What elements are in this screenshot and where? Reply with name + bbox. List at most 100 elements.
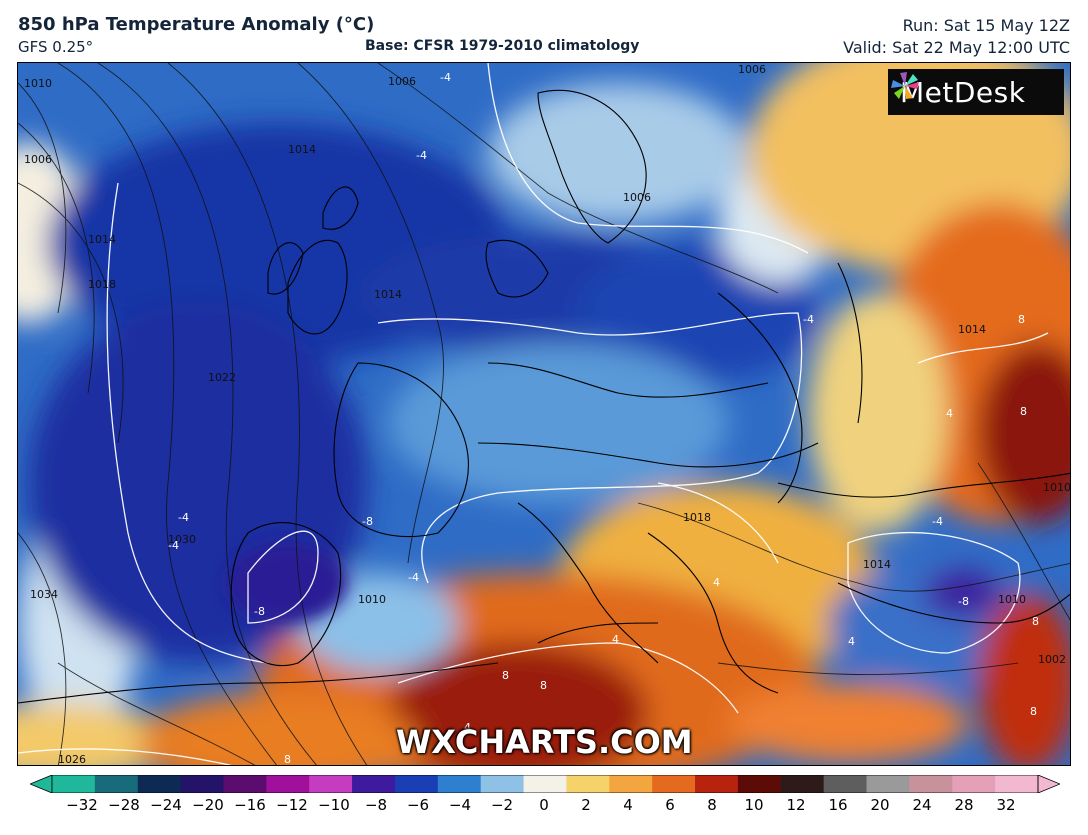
colorbar-swatch bbox=[737, 775, 782, 793]
anomaly-contours bbox=[18, 63, 1049, 765]
anomaly-label: -8 bbox=[362, 515, 373, 528]
isobar-label: 1010 bbox=[24, 77, 52, 90]
isobar-label: 1014 bbox=[958, 323, 986, 336]
colorbar-tick-label: −10 bbox=[318, 796, 350, 814]
colorbar-tick-label: 10 bbox=[744, 796, 764, 814]
climatology-base-label: Base: CFSR 1979-2010 climatology bbox=[365, 38, 640, 54]
isobar-label: 1010 bbox=[1043, 481, 1071, 494]
colorbar-swatch bbox=[480, 775, 525, 793]
colorbar-tick-label: −6 bbox=[406, 796, 430, 814]
colorbar bbox=[30, 775, 1060, 793]
isobar-label: 1006 bbox=[623, 191, 651, 204]
model-label: GFS 0.25° bbox=[18, 38, 94, 56]
isobar-label: 1014 bbox=[288, 143, 316, 156]
anomaly-label: -8 bbox=[254, 605, 265, 618]
colorbar-swatch bbox=[995, 775, 1039, 793]
run-time-label: Run: Sat 15 May 12Z bbox=[902, 16, 1070, 35]
colorbar-swatch bbox=[394, 775, 439, 793]
colorbar-tick-label: −2 bbox=[490, 796, 514, 814]
isobars bbox=[18, 63, 1070, 765]
anomaly-label: 4 bbox=[713, 576, 720, 589]
anomaly-label: -4 bbox=[932, 515, 943, 528]
colorbar-tick-label: 0 bbox=[539, 796, 549, 814]
colorbar-tick-label: −4 bbox=[448, 796, 472, 814]
metdesk-logo-text: MetDesk bbox=[900, 75, 1026, 109]
anomaly-label: 4 bbox=[464, 721, 471, 734]
anomaly-label: 4 bbox=[946, 407, 953, 420]
anomaly-label: -4 bbox=[408, 571, 419, 584]
colorbar-tick-label: −16 bbox=[234, 796, 266, 814]
colorbar-tick-label: −28 bbox=[108, 796, 140, 814]
valid-time-label: Valid: Sat 22 May 12:00 UTC bbox=[843, 38, 1070, 57]
isobar-label: 1026 bbox=[58, 753, 86, 766]
chart-title: 850 hPa Temperature Anomaly (°C) bbox=[18, 14, 375, 35]
colorbar-swatch bbox=[909, 775, 953, 793]
colorbar-tick-label: 2 bbox=[581, 796, 591, 814]
colorbar-swatch bbox=[609, 775, 653, 793]
colorbar-tick-label: 8 bbox=[707, 796, 717, 814]
colorbar-swatch bbox=[866, 775, 910, 793]
coastlines bbox=[18, 89, 1070, 704]
colorbar-tick-label: 28 bbox=[954, 796, 974, 814]
colorbar-swatch bbox=[266, 775, 310, 793]
colorbar-min-arrow bbox=[30, 775, 53, 793]
colorbar-tick-label: 32 bbox=[996, 796, 1016, 814]
anomaly-map[interactable]: 1010 1006 1006 1014 1014 1018 1006 1014 … bbox=[17, 62, 1071, 766]
colorbar-swatch bbox=[823, 775, 868, 793]
colorbar-swatch bbox=[566, 775, 610, 793]
anomaly-label: 8 bbox=[284, 753, 291, 766]
colorbar-tick-label: 4 bbox=[623, 796, 633, 814]
colorbar-swatch bbox=[137, 775, 182, 793]
colorbar-swatch bbox=[780, 775, 825, 793]
colorbar-swatch bbox=[94, 775, 139, 793]
anomaly-label: 4 bbox=[848, 635, 855, 648]
anomaly-label: -4 bbox=[168, 539, 179, 552]
anomaly-label: 8 bbox=[1032, 615, 1039, 628]
isobar-label: 1006 bbox=[24, 153, 52, 166]
isobar-label: 1014 bbox=[863, 558, 891, 571]
isobar-label: 1014 bbox=[374, 288, 402, 301]
colorbar-swatch bbox=[952, 775, 996, 793]
anomaly-label: 8 bbox=[540, 679, 547, 692]
colorbar-tick-labels: −32 −28 −24 −20 −16 −12 −10 −8 −6 −4 −2 0 2 4 6 8 10 12 16… bbox=[0, 796, 1088, 820]
isobar-label: 1010 bbox=[358, 593, 386, 606]
anomaly-label: 8 bbox=[1020, 405, 1027, 418]
colorbar-swatch bbox=[309, 775, 353, 793]
colorbar-swatch bbox=[223, 775, 267, 793]
anomaly-label: -4 bbox=[178, 511, 189, 524]
colorbar-swatch bbox=[437, 775, 482, 793]
colorbar-tick-label: −8 bbox=[364, 796, 388, 814]
anomaly-label: 8 bbox=[1030, 705, 1037, 718]
isobar-label: 1022 bbox=[208, 371, 236, 384]
isobar-label: 1006 bbox=[738, 63, 766, 76]
colorbar-swatch bbox=[695, 775, 739, 793]
isobar-label: 1014 bbox=[88, 233, 116, 246]
colorbar-swatch bbox=[523, 775, 568, 793]
colorbar-swatch bbox=[652, 775, 696, 793]
isobar-label: 1010 bbox=[998, 593, 1026, 606]
anomaly-label: -4 bbox=[440, 71, 451, 84]
anomaly-label: -4 bbox=[803, 313, 814, 326]
colorbar-tick-label: 20 bbox=[870, 796, 890, 814]
colorbar-tick-label: −32 bbox=[66, 796, 98, 814]
colorbar-max-arrow bbox=[1037, 775, 1060, 793]
colorbar-tick-label: −12 bbox=[276, 796, 308, 814]
wxcharts-watermark: WXCHARTS.COM bbox=[396, 723, 693, 761]
isobar-label: 1018 bbox=[683, 511, 711, 524]
anomaly-label: -8 bbox=[958, 595, 969, 608]
anomaly-label: 8 bbox=[1018, 313, 1025, 326]
anomaly-field: 1010 1006 1006 1014 1014 1018 1006 1014 … bbox=[18, 63, 1071, 766]
isobar-label: 1006 bbox=[388, 75, 416, 88]
anomaly-label: 8 bbox=[502, 669, 509, 682]
isobar-label: 1018 bbox=[88, 278, 116, 291]
isobar-label: 1030 bbox=[168, 533, 196, 546]
metdesk-logo: MetDesk bbox=[888, 69, 1064, 115]
colorbar-tick-label: 12 bbox=[786, 796, 806, 814]
colorbar-swatch bbox=[52, 775, 96, 793]
metdesk-pinwheel-icon bbox=[891, 72, 919, 99]
colorbar-swatch bbox=[352, 775, 396, 793]
colorbar-tick-label: 24 bbox=[912, 796, 932, 814]
anomaly-label: -4 bbox=[416, 149, 427, 162]
colorbar-swatch bbox=[180, 775, 225, 793]
colorbar-tick-label: 16 bbox=[828, 796, 848, 814]
